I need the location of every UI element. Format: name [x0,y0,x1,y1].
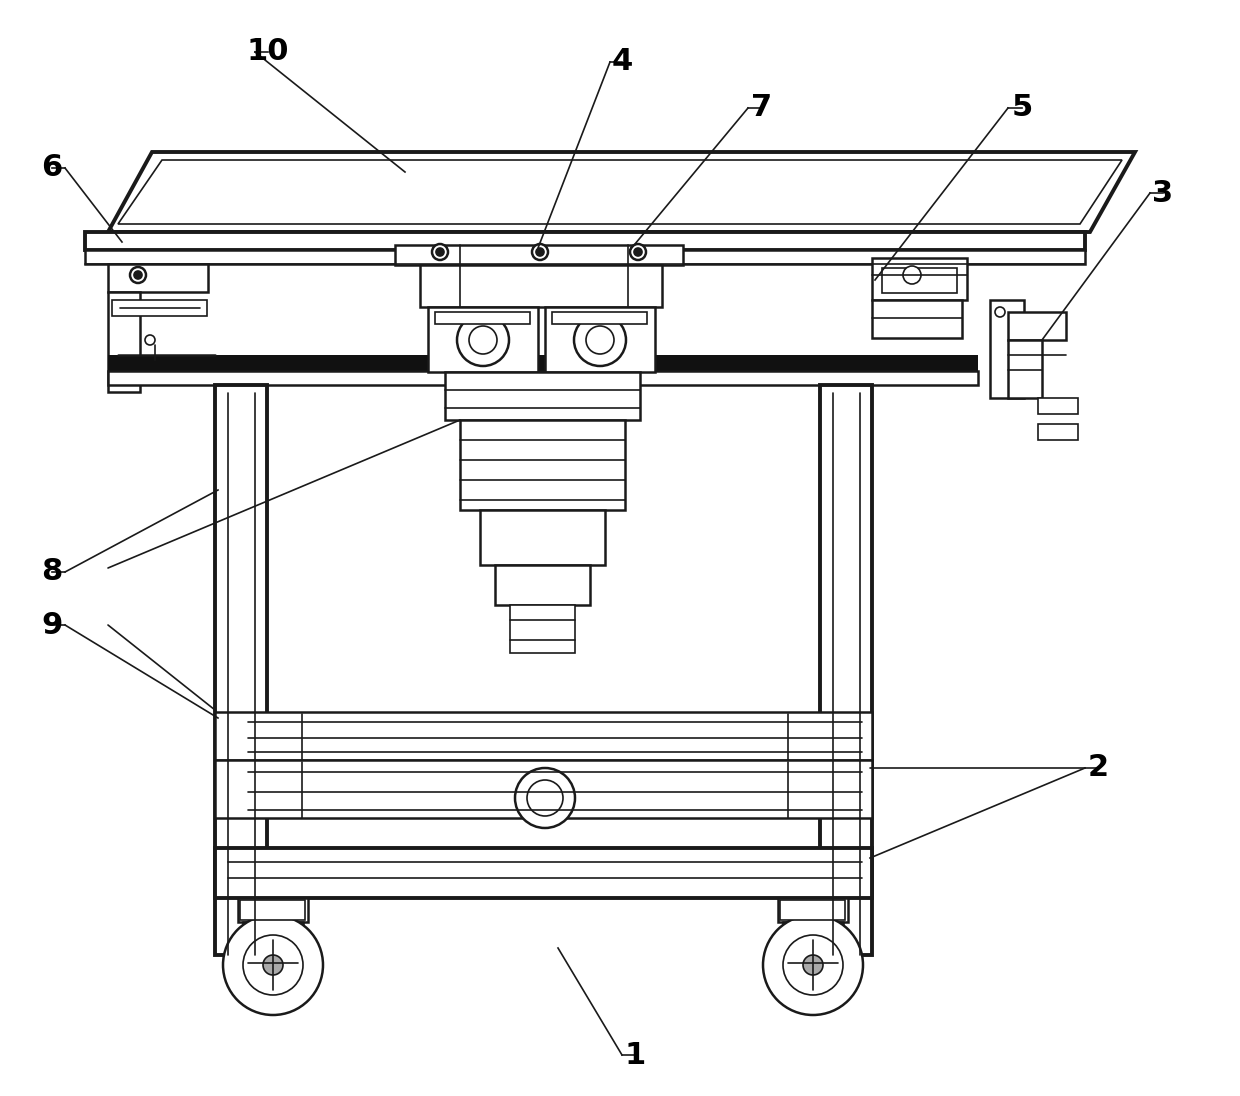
Circle shape [587,326,614,354]
Bar [435,312,529,324]
Bar [241,900,305,920]
Circle shape [134,271,143,279]
Text: 8: 8 [41,558,63,586]
Bar [108,355,978,372]
Bar [990,300,1024,398]
Text: 2: 2 [1087,754,1109,783]
Circle shape [527,780,563,817]
Text: 6: 6 [41,153,63,183]
Text: 3: 3 [1152,179,1173,207]
Bar [396,246,683,265]
Circle shape [432,244,448,260]
Bar [780,900,844,920]
Bar [872,258,967,300]
Bar [872,300,962,338]
Text: 10: 10 [247,37,289,67]
Bar [777,898,848,922]
Bar [510,605,575,653]
Bar [215,385,267,955]
Circle shape [532,244,548,260]
Bar [428,307,538,372]
Circle shape [515,768,575,827]
Bar [495,566,590,605]
Text: 7: 7 [751,93,773,123]
Text: 4: 4 [611,47,632,77]
Bar [782,922,843,948]
Bar [238,898,308,922]
Bar [1008,340,1042,398]
Bar [460,420,625,510]
Text: 1: 1 [625,1040,646,1070]
Bar [1038,424,1078,439]
Bar [108,264,208,292]
Circle shape [436,248,444,256]
Bar [108,372,978,385]
Circle shape [263,955,283,975]
Bar [445,372,640,420]
Circle shape [782,935,843,995]
Circle shape [145,335,155,345]
Bar [243,922,303,948]
Circle shape [903,266,921,284]
Bar [215,760,872,818]
Bar [86,232,1085,250]
Circle shape [223,915,322,1015]
Circle shape [130,267,146,283]
Text: 9: 9 [41,610,63,639]
Polygon shape [108,152,1135,232]
Circle shape [994,307,1004,317]
Bar [552,312,647,324]
Bar [820,385,872,955]
Bar [108,292,140,392]
Circle shape [634,248,642,256]
Text: 5: 5 [1012,93,1033,123]
Bar [546,307,655,372]
Bar [1038,398,1078,414]
Bar [215,712,872,760]
Circle shape [458,313,508,366]
Bar [215,848,872,898]
Circle shape [804,955,823,975]
Bar [1008,312,1066,340]
Bar [882,269,957,293]
Circle shape [763,915,863,1015]
Bar [86,250,1085,264]
Bar [420,265,662,307]
Circle shape [574,313,626,366]
Circle shape [536,248,544,256]
Circle shape [630,244,646,260]
Bar [480,510,605,566]
Bar [112,300,207,316]
Circle shape [243,935,303,995]
Circle shape [469,326,497,354]
